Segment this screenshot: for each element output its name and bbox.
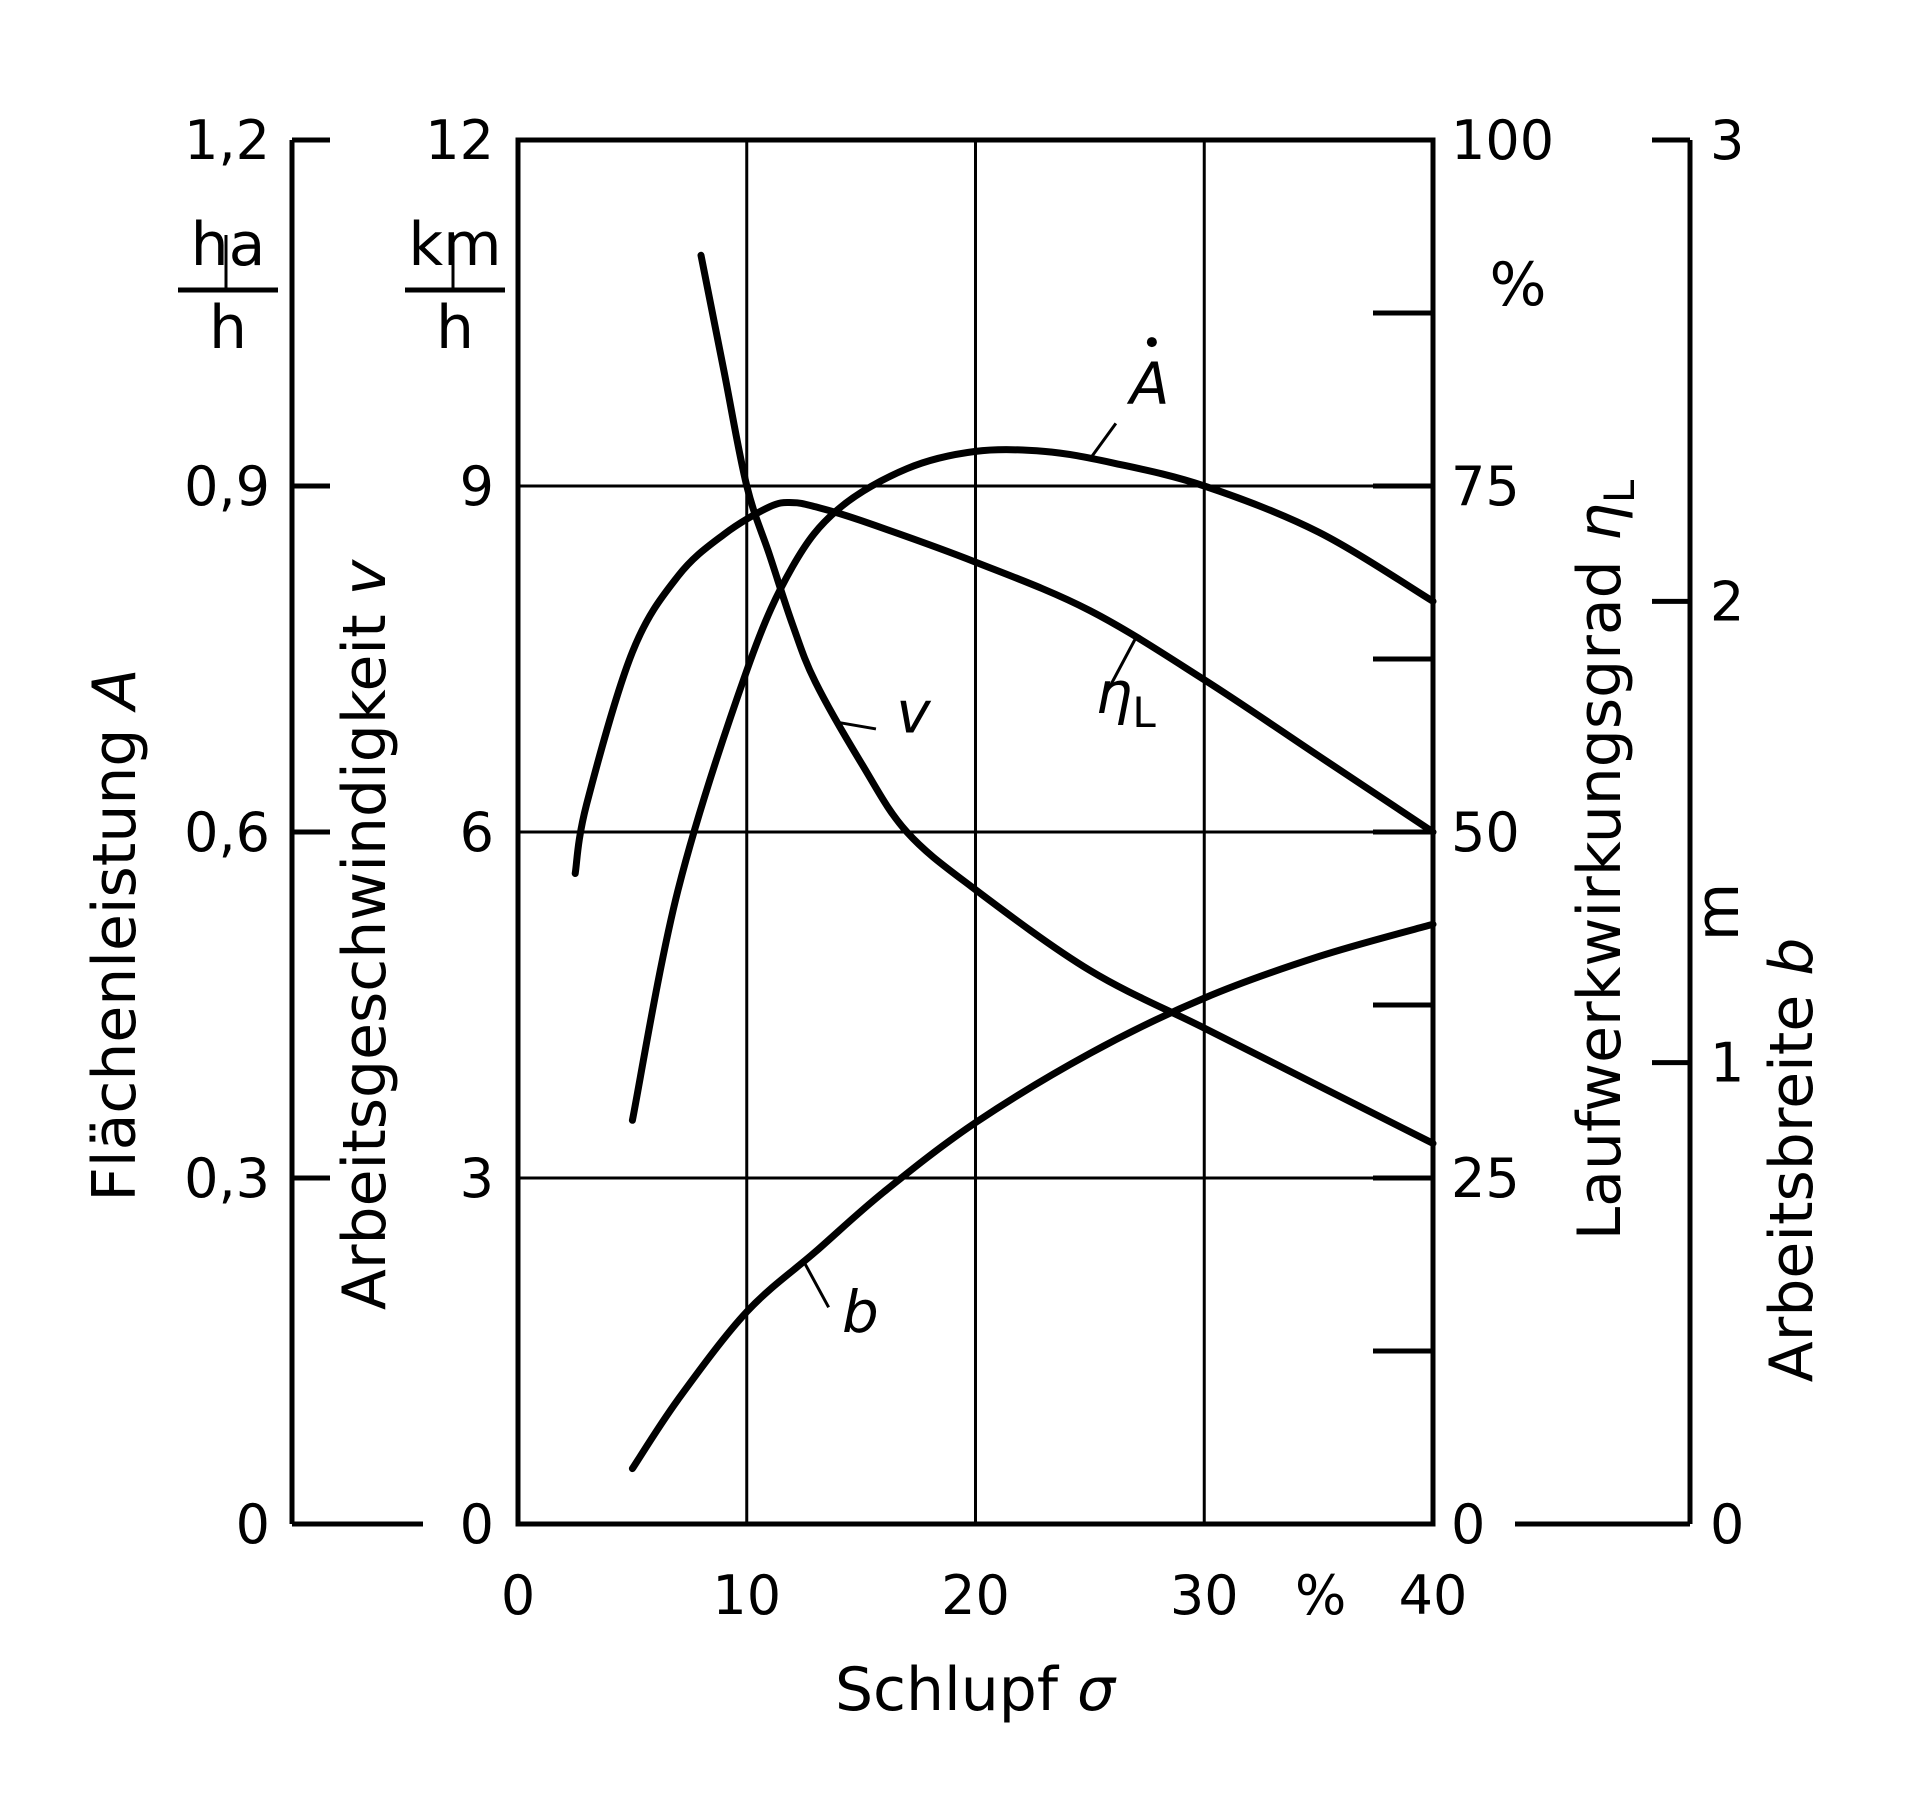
axis-v-unit-denominator: h <box>436 293 474 363</box>
axis-A-title: Flächenleistung A <box>80 668 150 1201</box>
axis-eta-tick-label: 0 <box>1451 1493 1485 1556</box>
axis-v-title-text: Arbeitsgeschwindigkeit <box>330 595 400 1310</box>
axis-b-title-text: Arbeitsbreite <box>1757 976 1827 1383</box>
curve-b-label-leader <box>802 1261 830 1309</box>
axis-eta-tick-label: 75 <box>1451 455 1520 518</box>
axis-A-unit-numerator: ha <box>191 210 266 280</box>
axis-eta-tick-label: 25 <box>1451 1147 1520 1210</box>
axis-b-tick-label: 0 <box>1710 1493 1744 1556</box>
grid <box>516 138 1435 1526</box>
axis-b-tick-label: 1 <box>1710 1032 1744 1095</box>
x-axis-title-text: Schlupf <box>835 1655 1077 1725</box>
curves: Av ηL b <box>571 251 1437 1473</box>
curve-A <box>628 446 1437 1124</box>
axis-v-tick-label: 3 <box>460 1147 494 1210</box>
x-tick-label: 30 <box>1170 1564 1239 1627</box>
axis-A-tick-label: 1,2 <box>184 109 270 172</box>
axes <box>289 137 1693 1527</box>
curve-eta-L-label-leader <box>1108 637 1137 688</box>
x-tick-label: 0 <box>501 1564 535 1627</box>
axis-A-tick-label: 0,3 <box>184 1147 270 1210</box>
axis-v-tick-label: 0 <box>460 1493 494 1556</box>
axis-v-unit-numerator: km <box>408 210 501 280</box>
curve-A-label-dot <box>1146 337 1157 348</box>
axis-A-tick-label: 0,9 <box>184 455 270 518</box>
axis-eta-title-symbol: η <box>1565 503 1635 541</box>
axis-v-tick-label: 6 <box>460 801 494 864</box>
x-tick-label: 20 <box>941 1564 1010 1627</box>
axis-eta-title: Laufwerkwirkungsgrad ηL <box>1565 479 1644 1240</box>
axis-eta-title-text: Laufwerkwirkungsgrad <box>1565 541 1635 1240</box>
x-axis-title-symbol: σ <box>1077 1655 1117 1725</box>
curve-v-label: v <box>896 678 932 746</box>
axis-b-tick-label: 2 <box>1710 570 1744 633</box>
axis-eta-unit: % <box>1489 250 1546 320</box>
axis-A-title-text: Flächenleistung <box>80 709 150 1201</box>
x-tick-label: 10 <box>712 1564 781 1627</box>
axis-b-unit: m <box>1683 883 1753 941</box>
curve-eta-L-label: ηL <box>1096 659 1157 737</box>
axis-A-tick-label: 0 <box>236 1493 270 1556</box>
axis-A-unit-denominator: h <box>209 293 247 363</box>
curve-A-label: A <box>1126 350 1170 418</box>
axis-A-tick-label: 0,6 <box>184 801 270 864</box>
axis-eta-tick-label: 50 <box>1451 801 1520 864</box>
axis-b-tick-label: 3 <box>1710 109 1744 172</box>
curve-A-label-leader <box>1088 422 1118 460</box>
x-axis-title: Schlupf σ <box>835 1655 1117 1725</box>
axis-v-tick-label: 12 <box>425 109 494 172</box>
axis-v-title-symbol: v <box>330 558 400 595</box>
x-tick-label: 40 <box>1399 1564 1468 1627</box>
axis-labels: ha h km h% Flächenleistung A Arbeitsgeschwind… <box>80 210 1827 1725</box>
curve-b <box>628 920 1437 1473</box>
axis-eta-title-subscript: L <box>1595 479 1644 503</box>
axis-A-title-symbol: A <box>80 668 150 713</box>
axis-b-title-symbol: b <box>1757 938 1827 976</box>
curve-v-label-leader <box>837 720 877 731</box>
curve-b-label: b <box>842 1278 879 1346</box>
curve-eta-L-label-subscript: L <box>1132 688 1156 737</box>
x-unit-label: % <box>1295 1564 1346 1627</box>
axis-b-title: Arbeitsbreite b <box>1757 938 1827 1383</box>
curve-v <box>697 251 1437 1147</box>
axis-eta-tick-label: 100 <box>1451 109 1554 172</box>
axis-v-tick-label: 9 <box>460 455 494 518</box>
curve-eta-L <box>571 499 1437 877</box>
axis-v-title: Arbeitsgeschwindigkeit v <box>330 558 400 1310</box>
